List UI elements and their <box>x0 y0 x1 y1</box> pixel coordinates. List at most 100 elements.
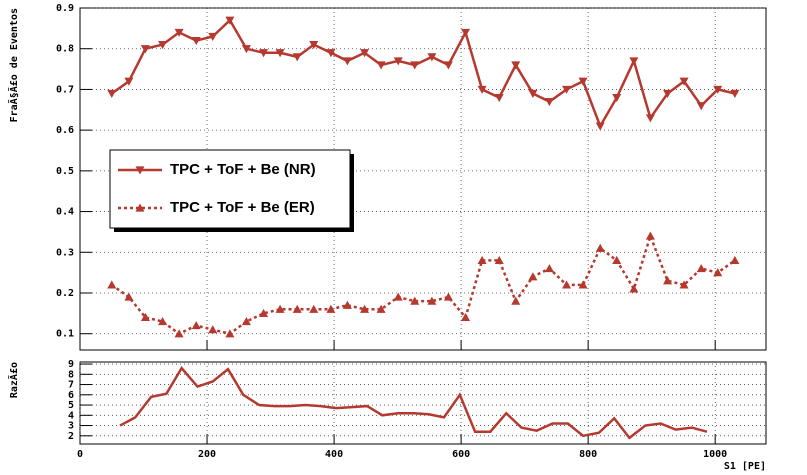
marker <box>191 36 201 46</box>
marker <box>107 280 117 289</box>
marker <box>259 49 269 58</box>
marker <box>140 45 150 54</box>
marker <box>427 296 437 305</box>
marker <box>562 280 572 289</box>
marker <box>342 57 352 66</box>
marker <box>443 61 453 70</box>
marker <box>696 264 706 273</box>
marker <box>730 255 740 265</box>
marker <box>241 45 251 54</box>
marker <box>360 49 370 58</box>
legend-label: TPC + ToF + Be (NR) <box>170 161 316 178</box>
marker <box>494 93 504 103</box>
series-line <box>119 366 708 440</box>
marker <box>595 122 605 131</box>
marker <box>360 304 370 313</box>
y-tick-label: 0.3 <box>56 247 74 258</box>
marker <box>612 93 622 103</box>
series-line <box>111 18 736 129</box>
legend-marker <box>135 203 145 212</box>
marker <box>645 114 655 123</box>
marker <box>595 243 605 252</box>
marker <box>309 304 319 313</box>
marker <box>208 325 218 334</box>
marker <box>679 280 689 289</box>
marker <box>174 28 184 37</box>
marker <box>410 296 420 305</box>
marker <box>612 255 622 265</box>
marker <box>679 77 689 86</box>
marker <box>511 296 521 305</box>
y-tick-label: 0.7 <box>56 84 74 95</box>
y-tick-label: 0.2 <box>56 288 74 299</box>
marker <box>528 89 538 98</box>
marker <box>663 276 673 285</box>
marker <box>477 255 487 265</box>
x-tick-label: 800 <box>579 449 597 460</box>
marker <box>208 32 218 41</box>
marker <box>174 329 184 338</box>
marker <box>461 312 471 322</box>
x-tick-label: 600 <box>452 449 470 460</box>
marker <box>292 53 302 62</box>
marker <box>275 304 285 313</box>
legend <box>109 149 351 229</box>
y-tick-label: 0.1 <box>56 329 74 340</box>
marker <box>443 292 453 301</box>
marker <box>158 41 168 50</box>
marker <box>124 77 134 86</box>
marker <box>326 304 336 313</box>
y-tick-label: 0.8 <box>56 44 74 55</box>
marker <box>342 300 352 309</box>
marker <box>376 61 386 70</box>
y-tick-label: 5 <box>68 400 74 411</box>
marker <box>713 268 723 277</box>
marker <box>663 89 673 98</box>
marker <box>713 85 723 94</box>
marker <box>225 329 235 338</box>
marker <box>393 57 403 66</box>
marker <box>578 77 588 86</box>
y-tick-label: 4 <box>68 410 74 421</box>
marker <box>427 53 437 62</box>
y-tick-label: 2 <box>68 431 74 442</box>
marker <box>544 264 554 273</box>
marker <box>544 98 554 107</box>
marker <box>259 308 269 317</box>
marker <box>461 28 471 37</box>
marker <box>191 321 201 330</box>
marker <box>528 272 538 281</box>
marker <box>241 317 251 326</box>
marker <box>511 61 521 70</box>
marker <box>140 312 150 322</box>
marker <box>730 89 740 98</box>
legend-marker <box>135 166 145 175</box>
x-tick-label: 400 <box>325 449 343 460</box>
marker <box>578 280 588 289</box>
marker <box>225 16 235 25</box>
marker <box>645 231 655 240</box>
y-tick-label: 9 <box>68 359 74 370</box>
y-tick-label: 7 <box>68 380 74 391</box>
marker <box>292 304 302 313</box>
marker <box>107 89 117 98</box>
y-tick-label: 0.4 <box>56 207 74 218</box>
y-axis-label: RazÃ£o <box>7 362 20 398</box>
y-tick-label: 8 <box>68 369 74 380</box>
x-tick-label: 1000 <box>703 449 727 460</box>
marker <box>309 41 319 50</box>
marker <box>629 284 639 293</box>
marker <box>696 102 706 111</box>
x-tick-label: 0 <box>77 449 83 460</box>
marker <box>494 255 504 265</box>
marker <box>158 317 168 326</box>
marker <box>124 292 134 301</box>
marker <box>477 85 487 94</box>
x-axis-label: S1 [PE] <box>724 461 766 472</box>
y-tick-label: 3 <box>68 421 74 432</box>
x-tick-label: 200 <box>198 449 216 460</box>
frame <box>79 7 767 351</box>
y-tick-label: 0.6 <box>56 125 74 136</box>
